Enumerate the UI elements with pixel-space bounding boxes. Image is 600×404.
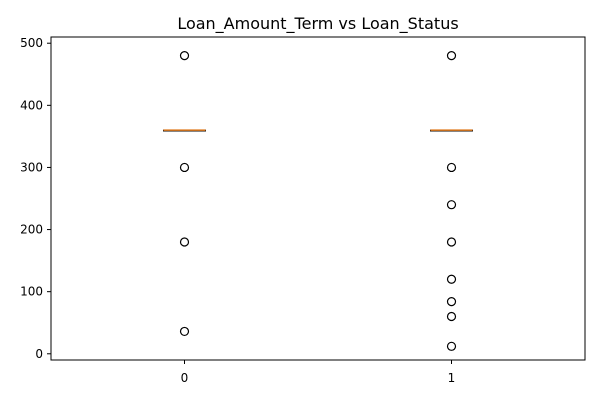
- chart-title: Loan_Amount_Term vs Loan_Status: [177, 14, 458, 34]
- y-tick-label: 100: [20, 285, 43, 299]
- outlier-point: [446, 200, 457, 210]
- x-tick-label: 0: [181, 371, 189, 385]
- outlier-point: [179, 162, 190, 173]
- y-tick-label: 200: [20, 223, 43, 237]
- plot-frame: [50, 36, 586, 361]
- plot-area: 0 100 200 300 400 500 0 1: [20, 36, 586, 385]
- outlier-point: [179, 51, 190, 61]
- outlier-point: [446, 341, 457, 351]
- outlier-point: [446, 297, 457, 307]
- y-tick-label: 400: [20, 98, 43, 112]
- outlier-point: [446, 237, 457, 247]
- x-tick-label: 1: [448, 371, 456, 385]
- outlier-point: [446, 51, 457, 61]
- outlier-point: [446, 162, 457, 173]
- outlier-point: [179, 326, 190, 337]
- y-tick-label: 300: [20, 160, 43, 174]
- outlier-point: [179, 237, 190, 247]
- y-tick-label: 500: [20, 36, 43, 50]
- outlier-point: [446, 274, 457, 284]
- y-tick-label: 0: [35, 347, 43, 361]
- outlier-point: [446, 311, 457, 322]
